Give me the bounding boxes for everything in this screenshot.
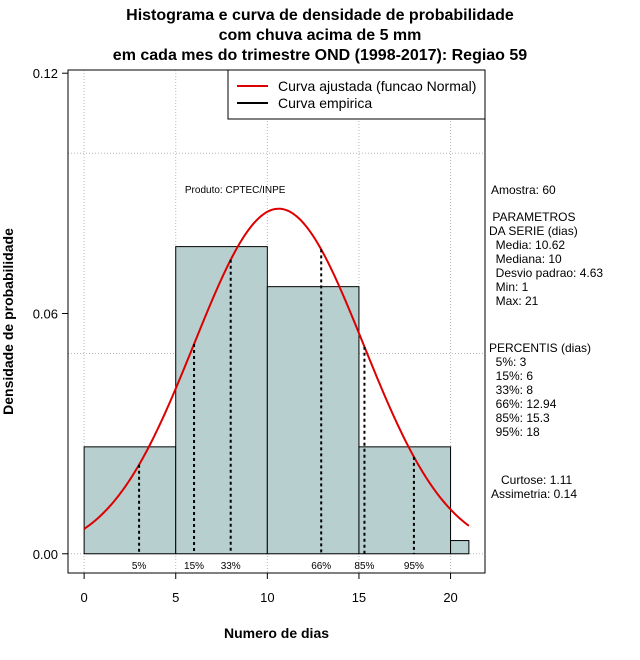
legend-box — [227, 69, 486, 120]
series-parameters-text: PARAMETROS DA SERIE (dias) Media: 10.62 … — [489, 210, 604, 308]
normal-fit-curve — [83, 207, 470, 530]
y-axis-title: Densidade de probabilidade — [0, 228, 16, 415]
chart-title-line-2: com chuva acima de 5 mm — [218, 27, 422, 44]
chart-title-line-1: Histograma e curva de densidade de proba… — [126, 7, 514, 24]
y-tick-label: 0.06 — [33, 306, 58, 321]
x-tick-label: 10 — [260, 590, 274, 605]
histogram-bar-3 — [266, 286, 360, 555]
histogram-bar-1 — [83, 446, 177, 555]
sample-size-text: Amostra: 60 — [491, 183, 556, 197]
histogram-bar-5 — [450, 540, 470, 555]
histogram-bar-4 — [358, 446, 452, 555]
x-axis-title: Numero de dias — [224, 625, 329, 641]
legend-label-1: Curva ajustada (funcao Normal) — [278, 78, 476, 94]
x-tick-label: 20 — [443, 590, 457, 605]
percentile-label-15: 15% — [184, 561, 204, 572]
product-annotation: Produto: CPTEC/INPE — [185, 185, 286, 196]
percentile-label-5: 5% — [132, 561, 147, 572]
kurtosis-skewness-text: Curtose: 1.11 Assimetria: 0.14 — [491, 473, 578, 501]
chart-title-line-3: em cada mes do trimestre OND (1998-2017)… — [112, 47, 528, 64]
y-tick-label: 0.12 — [33, 66, 58, 81]
percentile-label-66: 66% — [311, 561, 331, 572]
percentiles-text: PERCENTIS (dias) 5%: 3 15%: 6 33%: 8 66%… — [489, 341, 592, 439]
histogram-bar-2 — [175, 246, 268, 555]
percentile-label-85: 85% — [354, 561, 374, 572]
x-tick-label: 5 — [172, 590, 179, 605]
percentile-label-33: 33% — [221, 561, 241, 572]
x-tick-label: 15 — [352, 590, 366, 605]
x-tick-label: 0 — [81, 590, 88, 605]
percentile-label-95: 95% — [404, 561, 424, 572]
y-tick-label: 0.00 — [33, 547, 58, 562]
legend-label-2: Curva empirica — [278, 95, 372, 111]
